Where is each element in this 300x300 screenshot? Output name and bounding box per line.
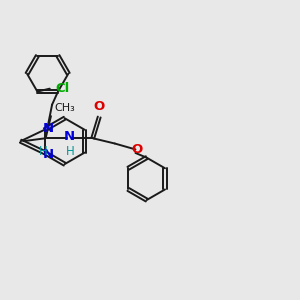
Text: CH₃: CH₃ [54,103,75,113]
Text: N: N [43,148,54,160]
Text: O: O [131,143,142,156]
Text: Cl: Cl [55,82,69,95]
Text: H: H [39,145,48,158]
Text: N: N [64,130,75,143]
Text: H: H [65,145,74,158]
Text: N: N [43,122,54,135]
Text: O: O [94,100,105,113]
